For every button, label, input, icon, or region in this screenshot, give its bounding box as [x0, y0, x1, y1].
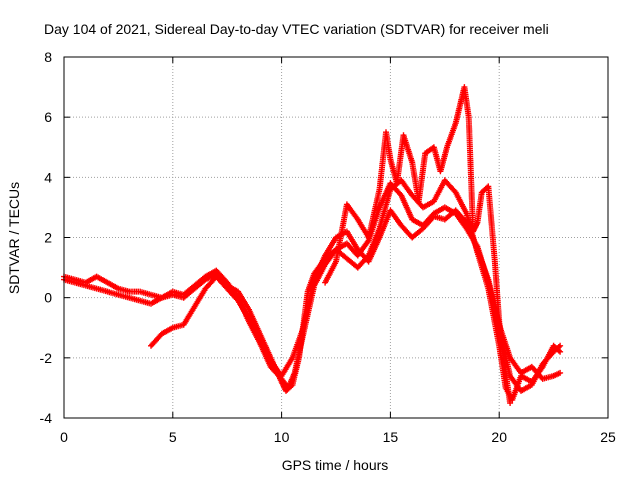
- grid-lines: [64, 57, 608, 418]
- axis-ticks: [63, 56, 609, 419]
- x-tick-label: 5: [169, 429, 177, 445]
- series-track-d: [322, 84, 514, 406]
- chart-title: Day 104 of 2021, Sidereal Day-to-day VTE…: [44, 21, 549, 37]
- y-tick-label: -2: [40, 350, 53, 366]
- x-tick-label: 10: [274, 429, 290, 445]
- y-tick-label: 0: [44, 290, 52, 306]
- plus-markers: [322, 84, 514, 406]
- x-tick-label: 15: [383, 429, 399, 445]
- axis-tick-labels: 0 5 10 15 20 25 -4 -2 0 2 4 6 8: [40, 49, 616, 445]
- y-tick-label: 2: [44, 230, 52, 246]
- x-tick-label: 20: [491, 429, 507, 445]
- x-tick-label: 0: [60, 429, 68, 445]
- y-tick-label: 8: [44, 49, 52, 65]
- y-tick-label: -4: [40, 410, 53, 426]
- y-tick-label: 6: [44, 109, 52, 125]
- y-tick-label: 4: [44, 169, 52, 185]
- y-axis-label: SDTVAR / TECUs: [6, 182, 22, 294]
- data-points: [61, 84, 564, 406]
- x-axis-label: GPS time / hours: [282, 457, 389, 473]
- x-tick-label: 25: [600, 429, 616, 445]
